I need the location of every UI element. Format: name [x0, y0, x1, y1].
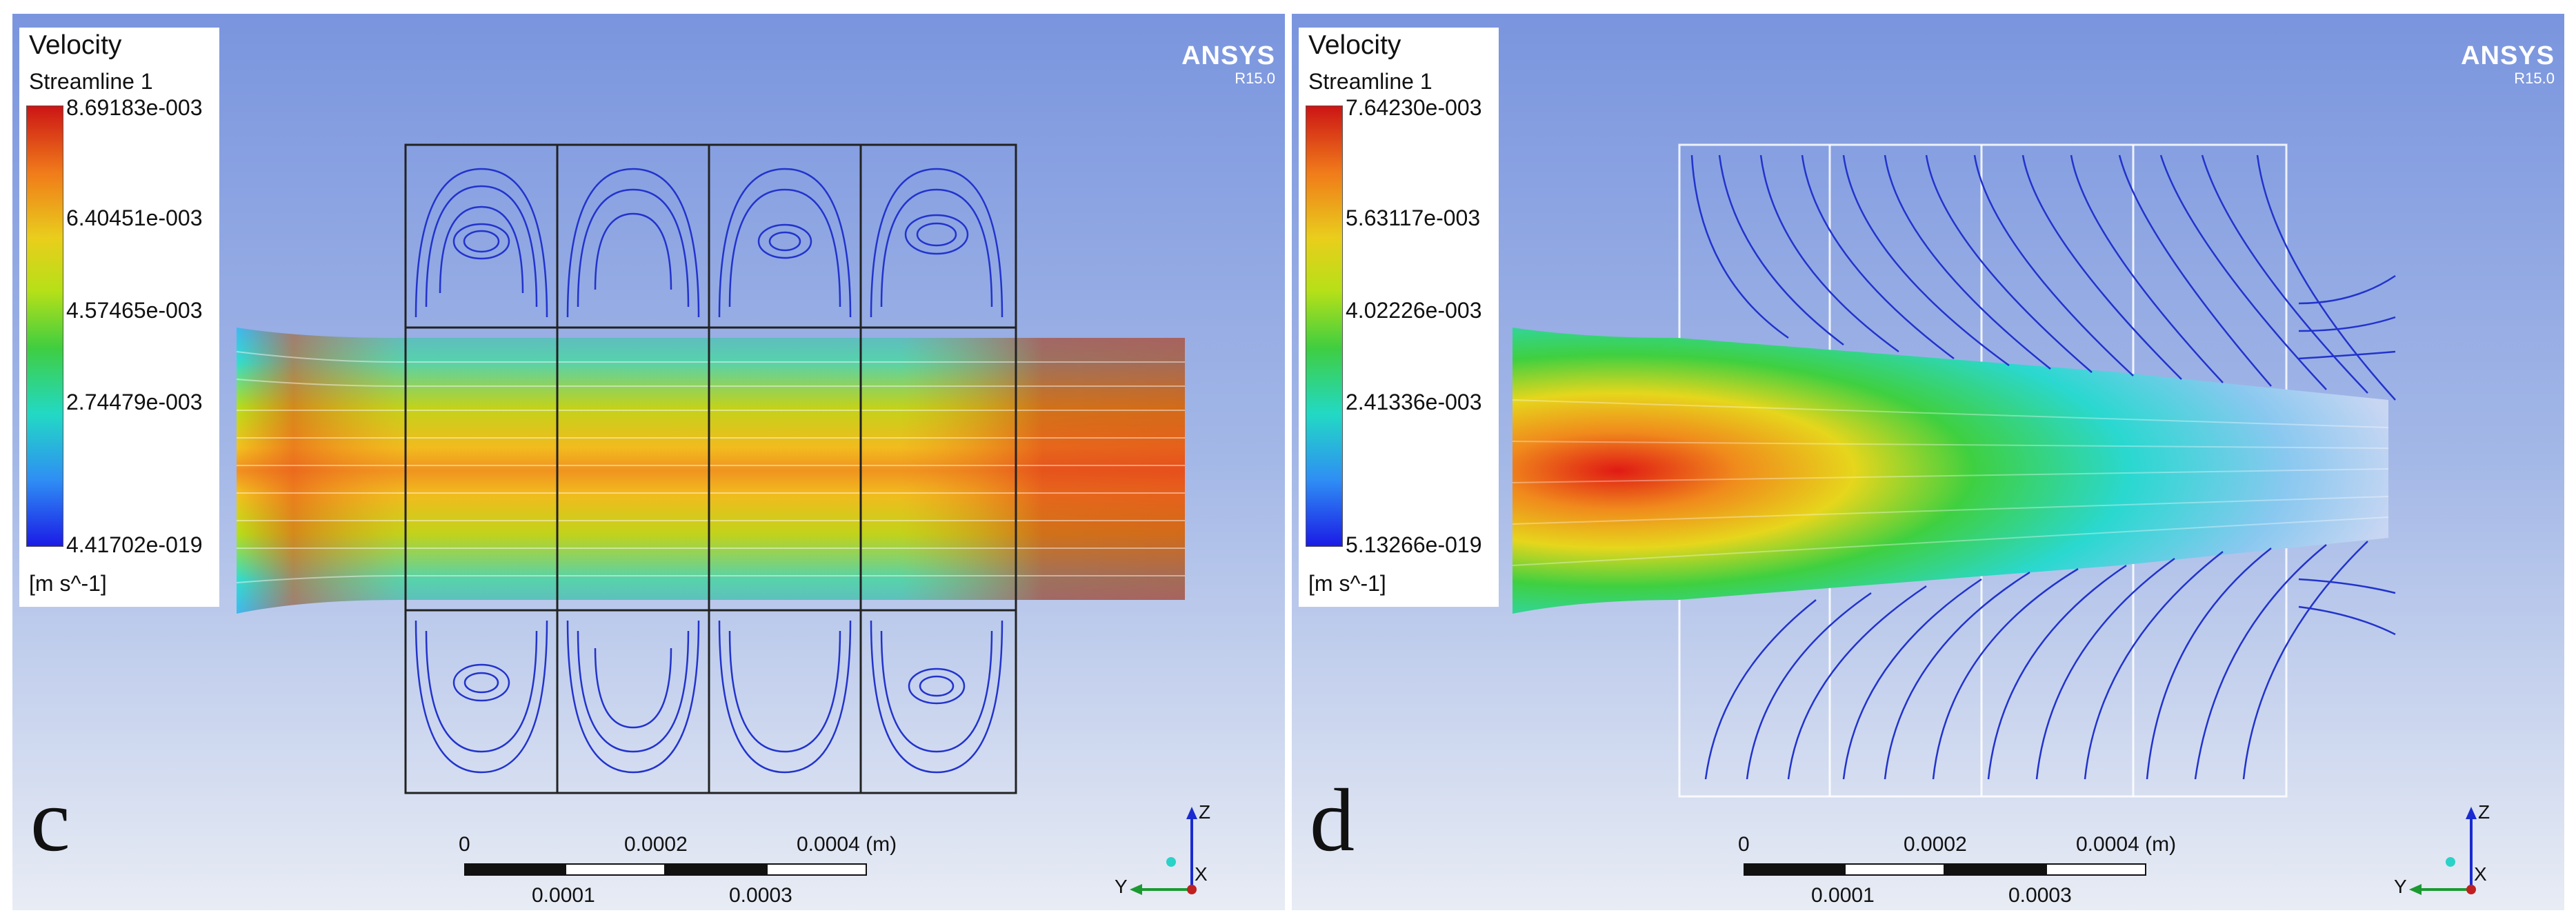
legend-tick-min: 4.41702e-019: [66, 532, 203, 557]
panel-d: Velocity Streamline 1 7.64230e-003 5.631…: [1292, 14, 2564, 910]
axis-z-label: Z: [1199, 801, 1211, 823]
legend-title: Velocity: [29, 30, 122, 60]
ansys-logo: ANSYS R15.0: [1181, 41, 1275, 88]
logo-version: R15.0: [2514, 70, 2555, 87]
panel-label: d: [1310, 771, 1355, 870]
legend-tick: 2.41336e-003: [1346, 390, 1482, 414]
legend-tick: 5.63117e-003: [1346, 205, 1481, 230]
axis-x-label: X: [1195, 863, 1208, 885]
scale-segment: [1844, 863, 1945, 876]
panel-c: Velocity Streamline 1 8.69183e-003 6.404…: [12, 14, 1285, 910]
colorbar: [26, 106, 63, 547]
legend-title: Velocity: [1308, 30, 1401, 60]
axis-z-label: Z: [2478, 801, 2490, 823]
legend-tick-max: 7.64230e-003: [1346, 95, 1482, 120]
logo-name: ANSYS: [1181, 41, 1275, 70]
scale-label: 0: [459, 833, 470, 856]
scale-segment: [766, 863, 867, 876]
scale-label: 0.0002: [624, 833, 688, 856]
axis-x-label: X: [2474, 863, 2487, 885]
legend-subtitle: Streamline 1: [1308, 69, 1432, 94]
scale-segment: [1744, 863, 1844, 876]
axis-y-label: Y: [1115, 876, 1128, 897]
scale-label: 0.0001: [532, 884, 595, 907]
axis-triad: Z Y X: [1115, 786, 1219, 903]
scale-label: 0.0003: [2008, 884, 2072, 907]
legend-tick-max: 8.69183e-003: [66, 95, 203, 120]
color-legend-d: Velocity Streamline 1 7.64230e-003 5.631…: [1299, 28, 1499, 607]
ansys-logo: ANSYS R15.0: [2461, 41, 2555, 88]
logo-version: R15.0: [1235, 70, 1275, 87]
legend-tick-min: 5.13266e-019: [1346, 532, 1482, 557]
scale-segment: [2046, 863, 2146, 876]
legend-unit: [m s^-1]: [29, 571, 107, 596]
scale-label: 0.0004 (m): [797, 833, 897, 856]
scale-label: 0.0002: [1904, 833, 1967, 856]
legend-unit: [m s^-1]: [1308, 571, 1386, 596]
panel-label: c: [30, 771, 70, 870]
legend-tick: 6.40451e-003: [66, 205, 203, 230]
color-legend-c: Velocity Streamline 1 8.69183e-003 6.404…: [19, 28, 219, 607]
legend-tick: 4.02226e-003: [1346, 298, 1482, 323]
scale-label: 0: [1738, 833, 1750, 856]
jet-region-d: [1512, 328, 2388, 614]
axis-y-label: Y: [2394, 876, 2407, 897]
scale-segment: [565, 863, 666, 876]
legend-tick: 2.74479e-003: [66, 390, 203, 414]
colorbar: [1306, 106, 1343, 547]
scale-segment: [464, 863, 565, 876]
scale-label: 0.0004 (m): [2076, 833, 2177, 856]
streamline-plot-c: [236, 143, 1185, 794]
legend-tick: 4.57465e-003: [66, 298, 203, 323]
logo-name: ANSYS: [2461, 41, 2555, 70]
scale-segment: [666, 863, 766, 876]
axis-triad: Z Y X: [2394, 786, 2499, 903]
scale-label: 0.0003: [729, 884, 792, 907]
streamline-plot-d: [1512, 143, 2396, 798]
scale-label: 0.0001: [1811, 884, 1875, 907]
legend-subtitle: Streamline 1: [29, 69, 153, 94]
scale-segment: [1945, 863, 2046, 876]
